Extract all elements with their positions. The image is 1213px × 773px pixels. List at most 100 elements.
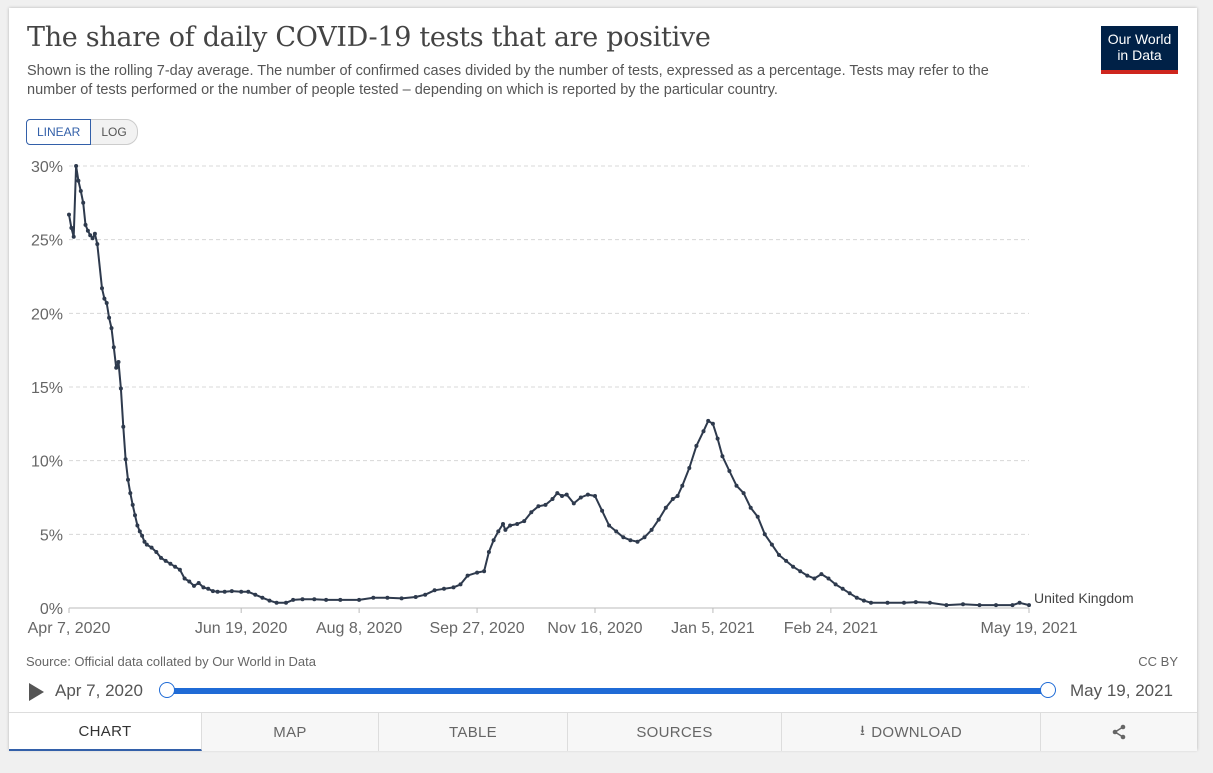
data-point[interactable]: [670, 497, 675, 501]
data-point[interactable]: [130, 502, 135, 507]
data-point[interactable]: [1010, 603, 1015, 608]
data-point[interactable]: [555, 491, 560, 496]
data-point[interactable]: [107, 315, 112, 320]
data-point[interactable]: [578, 495, 583, 500]
data-point[interactable]: [614, 529, 619, 534]
data-point[interactable]: [78, 189, 83, 193]
data-point[interactable]: [338, 597, 343, 602]
line-chart[interactable]: 0% 5% 10% 15% 20% 25% 30% Apr 7, 2020 Jun 19, 2…: [9, 8, 1197, 648]
data-point[interactable]: [140, 533, 145, 538]
data-point[interactable]: [560, 494, 564, 498]
data-point[interactable]: [182, 576, 187, 581]
data-point[interactable]: [536, 504, 541, 509]
data-point[interactable]: [399, 596, 404, 601]
data-point[interactable]: [133, 513, 137, 518]
data-point[interactable]: [656, 517, 661, 522]
data-point[interactable]: [159, 555, 163, 560]
data-point[interactable]: [720, 454, 725, 459]
data-point[interactable]: [885, 600, 890, 605]
data-point[interactable]: [543, 502, 548, 507]
data-point[interactable]: [501, 522, 505, 526]
data-point[interactable]: [109, 326, 114, 331]
data-point[interactable]: [95, 242, 100, 247]
data-point[interactable]: [196, 581, 201, 585]
data-point[interactable]: [755, 514, 760, 519]
data-point[interactable]: [451, 585, 456, 590]
data-point[interactable]: [621, 535, 626, 540]
data-point[interactable]: [71, 234, 76, 239]
data-point[interactable]: [687, 466, 692, 470]
data-point[interactable]: [710, 421, 715, 426]
series-line[interactable]: [68, 165, 1030, 607]
data-point[interactable]: [607, 523, 612, 528]
data-point[interactable]: [104, 301, 109, 305]
data-point[interactable]: [734, 483, 739, 488]
data-point[interactable]: [83, 222, 88, 227]
data-point[interactable]: [201, 585, 206, 590]
data-point[interactable]: [267, 598, 272, 603]
data-point[interactable]: [274, 600, 279, 605]
data-point[interactable]: [114, 365, 119, 370]
data-point[interactable]: [522, 519, 527, 524]
data-point[interactable]: [529, 510, 534, 515]
owid-logo[interactable]: Our World in Data: [1101, 26, 1178, 74]
data-point[interactable]: [206, 586, 211, 591]
data-point[interactable]: [357, 597, 362, 602]
data-point[interactable]: [819, 572, 824, 577]
data-point[interactable]: [118, 386, 123, 391]
share-button[interactable]: [1041, 713, 1197, 751]
data-point[interactable]: [642, 535, 647, 540]
data-point[interactable]: [413, 595, 418, 599]
tab-map[interactable]: MAP: [202, 713, 379, 751]
data-point[interactable]: [833, 582, 838, 587]
data-point[interactable]: [229, 589, 234, 594]
data-point[interactable]: [324, 597, 329, 602]
data-point[interactable]: [210, 589, 215, 594]
data-point[interactable]: [85, 228, 90, 233]
data-point[interactable]: [239, 589, 244, 594]
data-point[interactable]: [111, 345, 116, 350]
data-point[interactable]: [840, 586, 845, 591]
data-point[interactable]: [135, 523, 140, 528]
data-point[interactable]: [496, 529, 501, 534]
data-point[interactable]: [727, 469, 732, 473]
data-point[interactable]: [913, 600, 918, 605]
data-point[interactable]: [144, 542, 149, 547]
data-point[interactable]: [994, 603, 998, 608]
data-point[interactable]: [260, 595, 265, 600]
data-point[interactable]: [927, 600, 932, 605]
data-point[interactable]: [902, 600, 906, 605]
data-point[interactable]: [826, 576, 831, 581]
data-point[interactable]: [564, 492, 569, 497]
data-point[interactable]: [300, 597, 305, 602]
data-point[interactable]: [246, 589, 251, 594]
data-point[interactable]: [805, 573, 810, 578]
license-link[interactable]: CC BY: [1138, 654, 1178, 669]
data-point[interactable]: [961, 602, 965, 607]
data-point[interactable]: [1027, 603, 1031, 608]
data-point[interactable]: [475, 570, 480, 575]
data-point[interactable]: [508, 523, 513, 528]
data-point[interactable]: [88, 233, 93, 238]
data-point[interactable]: [550, 497, 555, 501]
data-point[interactable]: [675, 494, 680, 498]
tab-download[interactable]: ⭳ DOWNLOAD: [782, 713, 1041, 751]
data-point[interactable]: [503, 527, 508, 532]
data-point[interactable]: [458, 582, 463, 587]
data-point[interactable]: [69, 225, 74, 230]
data-point[interactable]: [694, 443, 699, 448]
data-point[interactable]: [81, 200, 86, 205]
data-point[interactable]: [784, 558, 789, 563]
data-point[interactable]: [812, 576, 817, 581]
linear-scale-button[interactable]: LINEAR: [26, 119, 92, 145]
timeline-track[interactable]: [167, 688, 1049, 694]
data-point[interactable]: [715, 436, 720, 441]
data-point[interactable]: [465, 573, 470, 578]
log-scale-button[interactable]: LOG: [91, 119, 138, 145]
data-point[interactable]: [222, 589, 227, 594]
tab-table[interactable]: TABLE: [379, 713, 568, 751]
data-point[interactable]: [1017, 600, 1022, 605]
tab-chart[interactable]: CHART: [9, 713, 202, 751]
data-point[interactable]: [173, 564, 178, 569]
data-point[interactable]: [762, 532, 767, 537]
